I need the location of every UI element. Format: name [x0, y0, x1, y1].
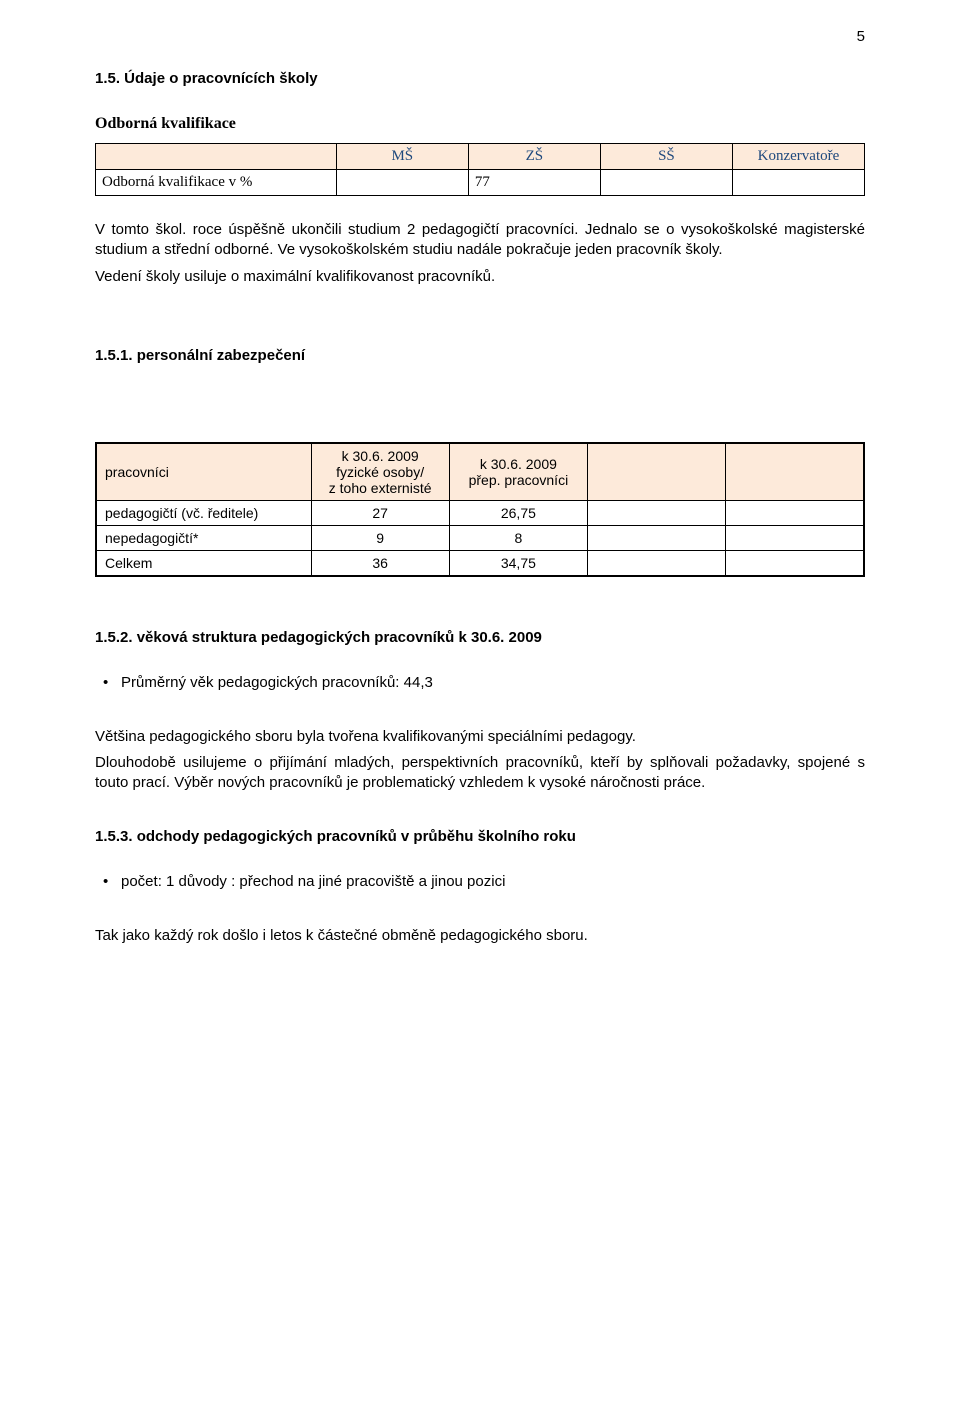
tbl1-r0-label: Odborná kvalifikace v % [96, 170, 337, 196]
tbl2-r1-b: 9 [311, 525, 449, 550]
tbl2-r0-b: 27 [311, 500, 449, 525]
tbl2-r2-d [588, 550, 726, 576]
tbl1-h2: ZŠ [468, 144, 600, 170]
qualification-table: MŠ ZŠ SŠ Konzervatoře Odborná kvalifikac… [95, 143, 865, 196]
section152-para2: Dlouhodobě usilujeme o přijímání mladých… [95, 753, 865, 794]
section153-para: Tak jako každý rok došlo i letos k částe… [95, 926, 865, 946]
tbl2-h0: pracovníci [96, 443, 311, 501]
departures-bullet: počet: 1 důvody : přechod na jiné pracov… [95, 873, 865, 890]
section-1-5-3-heading: 1.5.3. odchody pedagogických pracovníků … [95, 828, 865, 845]
tbl2-r2-l: Celkem [96, 550, 311, 576]
tbl1-h0 [96, 144, 337, 170]
tbl1-r0-ss [600, 170, 732, 196]
tbl2-r2-c: 34,75 [449, 550, 587, 576]
tbl2-r1-e [726, 525, 864, 550]
avg-age-bullet: Průměrný věk pedagogických pracovníků: 4… [95, 674, 865, 691]
tbl2-h3 [588, 443, 726, 501]
tbl2-r0-l: pedagogičtí (vč. ředitele) [96, 500, 311, 525]
page-number: 5 [857, 28, 865, 45]
tbl1-h3: SŠ [600, 144, 732, 170]
tbl2-r2-b: 36 [311, 550, 449, 576]
tbl1-r0-zs: 77 [468, 170, 600, 196]
tbl2-h1: k 30.6. 2009 fyzické osoby/ z toho exter… [311, 443, 449, 501]
tbl1-h1: MŠ [336, 144, 468, 170]
section-1-5-2-heading: 1.5.2. věková struktura pedagogických pr… [95, 629, 865, 646]
tbl2-r2-e [726, 550, 864, 576]
tbl2-r0-c: 26,75 [449, 500, 587, 525]
table-row: Odborná kvalifikace v % 77 [96, 170, 865, 196]
section-1-5-heading: 1.5. Údaje o pracovnících školy [95, 70, 865, 87]
staff-table: pracovníci k 30.6. 2009 fyzické osoby/ z… [95, 442, 865, 577]
qualification-para1: V tomto škol. roce úspěšně ukončili stud… [95, 220, 865, 261]
tbl2-r1-c: 8 [449, 525, 587, 550]
section152-para1: Většina pedagogického sboru byla tvořena… [95, 727, 865, 747]
tbl2-r0-e [726, 500, 864, 525]
table-row: nepedagogičtí* 9 8 [96, 525, 864, 550]
table-row: Celkem 36 34,75 [96, 550, 864, 576]
tbl1-h4: Konzervatoře [732, 144, 864, 170]
tbl2-r1-l: nepedagogičtí* [96, 525, 311, 550]
tbl1-r0-ms [336, 170, 468, 196]
tbl2-r0-d [588, 500, 726, 525]
tbl1-r0-konz [732, 170, 864, 196]
section-1-5-1-heading: 1.5.1. personální zabezpečení [95, 347, 865, 364]
tbl2-h2: k 30.6. 2009 přep. pracovníci [449, 443, 587, 501]
table-row: pedagogičtí (vč. ředitele) 27 26,75 [96, 500, 864, 525]
tbl2-h4 [726, 443, 864, 501]
qualification-para2: Vedení školy usiluje o maximální kvalifi… [95, 267, 865, 287]
tbl2-r1-d [588, 525, 726, 550]
qualification-heading: Odborná kvalifikace [95, 115, 865, 133]
